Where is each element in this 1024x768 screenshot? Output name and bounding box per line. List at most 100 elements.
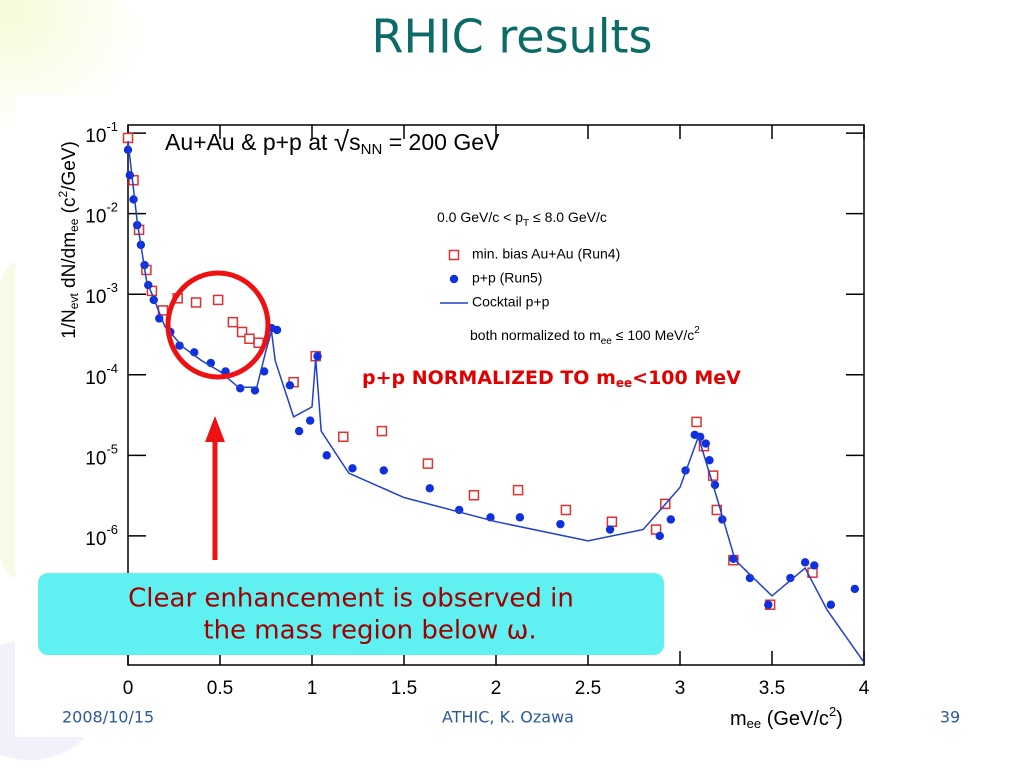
marker-square xyxy=(711,504,723,516)
marker-dot xyxy=(800,558,810,567)
text-part: p+p NORMALIZED TO m xyxy=(362,367,616,389)
legend-label: Cocktail p+p xyxy=(472,294,550,310)
text-part: -5 xyxy=(106,442,118,457)
text-part: <100 MeV xyxy=(632,367,741,389)
text-part: NN xyxy=(361,141,383,158)
text-part: ≤ 8.0 GeV/c xyxy=(529,209,607,225)
x-tick-label: 0 xyxy=(123,678,134,699)
x-tick-label: 2.5 xyxy=(575,678,601,699)
x-tick-label: 0.5 xyxy=(207,678,233,699)
marker-square xyxy=(448,249,460,261)
text-part: 10 xyxy=(85,207,106,228)
marker-dot xyxy=(449,274,459,284)
text-part: = 200 GeV xyxy=(382,129,500,155)
energy-label: Au+Au & p+p at √sNN = 200 GeV xyxy=(165,126,500,158)
text-part: -3 xyxy=(106,281,118,296)
marker-square xyxy=(691,416,702,428)
y-tick-label: 10-2 xyxy=(85,200,118,228)
marker-dot xyxy=(285,381,295,390)
text-part: ee xyxy=(747,716,761,731)
text-part: 0.0 GeV/c < p xyxy=(437,209,523,225)
text-part: 2 xyxy=(694,325,700,336)
marker-dot xyxy=(826,600,836,609)
text-part: -4 xyxy=(106,361,118,376)
footer-date: 2008/10/15 xyxy=(62,708,154,727)
text-part: (GeV/c xyxy=(761,708,829,730)
marker-dot xyxy=(348,464,357,473)
marker-square xyxy=(376,425,388,437)
text-part: ee xyxy=(67,218,81,232)
marker-square xyxy=(236,326,248,338)
marker-dot xyxy=(666,515,675,524)
marker-square xyxy=(606,516,618,527)
x-tick-label: 3 xyxy=(675,678,686,699)
x-tick-label: 3.5 xyxy=(759,678,785,699)
highlight-circle xyxy=(165,270,271,380)
legend-header: 0.0 GeV/c < pT ≤ 8.0 GeV/c xyxy=(437,209,607,229)
text-part: evt xyxy=(67,293,81,310)
marker-dot xyxy=(259,367,269,376)
marker-dot xyxy=(605,525,615,534)
callout-line: Clear enhancement is observed in xyxy=(128,584,574,614)
text-part: 10 xyxy=(85,368,106,389)
y-axis-label: 1/Nevt dN/dmee (c2/GeV) xyxy=(56,141,81,339)
text-part: ) xyxy=(836,708,843,730)
text-part: T xyxy=(523,218,529,229)
x-tick-label: 2 xyxy=(491,678,502,699)
text-part: s xyxy=(349,129,361,155)
marker-square xyxy=(512,484,524,496)
marker-dot xyxy=(379,466,388,475)
text-part: ≤ 100 MeV/c xyxy=(612,327,694,343)
marker-dot xyxy=(786,573,795,583)
marker-dot xyxy=(556,519,565,529)
marker-dot xyxy=(810,561,819,570)
marker-square xyxy=(244,333,255,345)
marker-dot xyxy=(425,484,434,493)
plot: 0 0.5 1 1.5 2 2.5 3 3.5 410-110-210-310-410-510-… xyxy=(85,120,869,699)
text-part: Au+Au & p+p at xyxy=(165,129,334,155)
text-part: ee xyxy=(601,336,613,347)
arrow-head xyxy=(205,416,225,442)
page-number: 39 xyxy=(940,708,960,727)
marker-dot xyxy=(764,600,773,609)
marker-square xyxy=(707,470,719,481)
x-tick-label: 4 xyxy=(859,678,870,699)
marker-dot xyxy=(701,439,710,448)
marker-dot xyxy=(294,426,304,436)
marker-dot xyxy=(175,341,184,350)
marker-square xyxy=(468,489,480,501)
marker-square xyxy=(190,297,202,308)
y-tick-label: 10-4 xyxy=(85,361,118,389)
text-part: 1/N xyxy=(59,309,80,339)
legend: min. bias Au+Au (Run4) p+p (Run5) Cocktail… xyxy=(440,246,620,310)
x-axis-label: mee (GeV/c2) xyxy=(730,704,843,731)
callout-box xyxy=(38,573,664,655)
marker-dot xyxy=(272,325,282,335)
text-part: √ xyxy=(334,126,350,157)
text-part: -6 xyxy=(106,522,118,537)
text-part: both normalized to m xyxy=(470,327,601,343)
text-part: 10 xyxy=(85,529,106,550)
slide-title: RHIC results xyxy=(372,10,653,64)
marker-dot xyxy=(515,513,525,522)
marker-dot xyxy=(250,386,260,395)
marker-square xyxy=(212,294,224,306)
marker-square xyxy=(560,504,572,516)
legend-label: p+p (Run5) xyxy=(472,270,542,286)
text-part: ee xyxy=(616,376,632,390)
y-tick-label: 10-6 xyxy=(85,522,118,550)
text-part: 10 xyxy=(85,126,106,147)
text-part: m xyxy=(730,708,747,730)
text-part: /GeV) xyxy=(59,141,80,191)
marker-dot xyxy=(705,456,714,465)
cocktail-line xyxy=(127,140,865,663)
y-tick-label: 10-5 xyxy=(85,442,118,470)
text-part: 2 xyxy=(56,191,70,198)
y-tick-label: 10-1 xyxy=(85,120,118,148)
footer-text: ATHIC, K. Ozawa xyxy=(442,708,574,727)
text-part: dN/dm xyxy=(59,232,80,293)
marker-dot xyxy=(123,145,133,155)
marker-dot xyxy=(313,352,322,361)
marker-dot xyxy=(305,416,315,425)
